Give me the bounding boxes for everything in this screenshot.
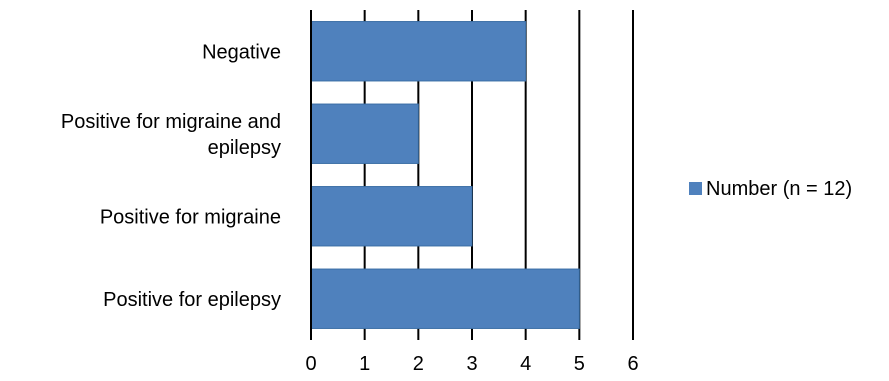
- category-label-1: Negative: [202, 41, 281, 63]
- bar-1: [310, 21, 527, 82]
- category-labels: Negative Positive for migraine and epileps…: [61, 41, 281, 311]
- x-tick-label-2: 2: [413, 353, 424, 375]
- legend-swatch: [689, 182, 702, 195]
- x-tick-label-3: 3: [466, 353, 477, 375]
- x-tick-labels: 0 1 2 3 4 5 6: [305, 353, 638, 375]
- bar-2: [310, 103, 419, 164]
- legend-label: Number (n = 12): [706, 178, 852, 200]
- x-tick-label-0: 0: [305, 353, 316, 375]
- bars: [310, 21, 580, 329]
- x-tick-label-6: 6: [627, 353, 638, 375]
- bar-4: [310, 268, 580, 329]
- x-tick-label-5: 5: [574, 353, 585, 375]
- bar-3: [310, 186, 473, 247]
- category-label-3: Positive for migraine: [100, 206, 281, 228]
- category-label-2: Positive for migraine and epilepsy: [61, 111, 281, 159]
- x-tick-label-4: 4: [520, 353, 531, 375]
- legend: Number (n = 12): [689, 178, 852, 200]
- x-tick-label-1: 1: [359, 353, 370, 375]
- category-label-4: Positive for epilepsy: [103, 289, 281, 311]
